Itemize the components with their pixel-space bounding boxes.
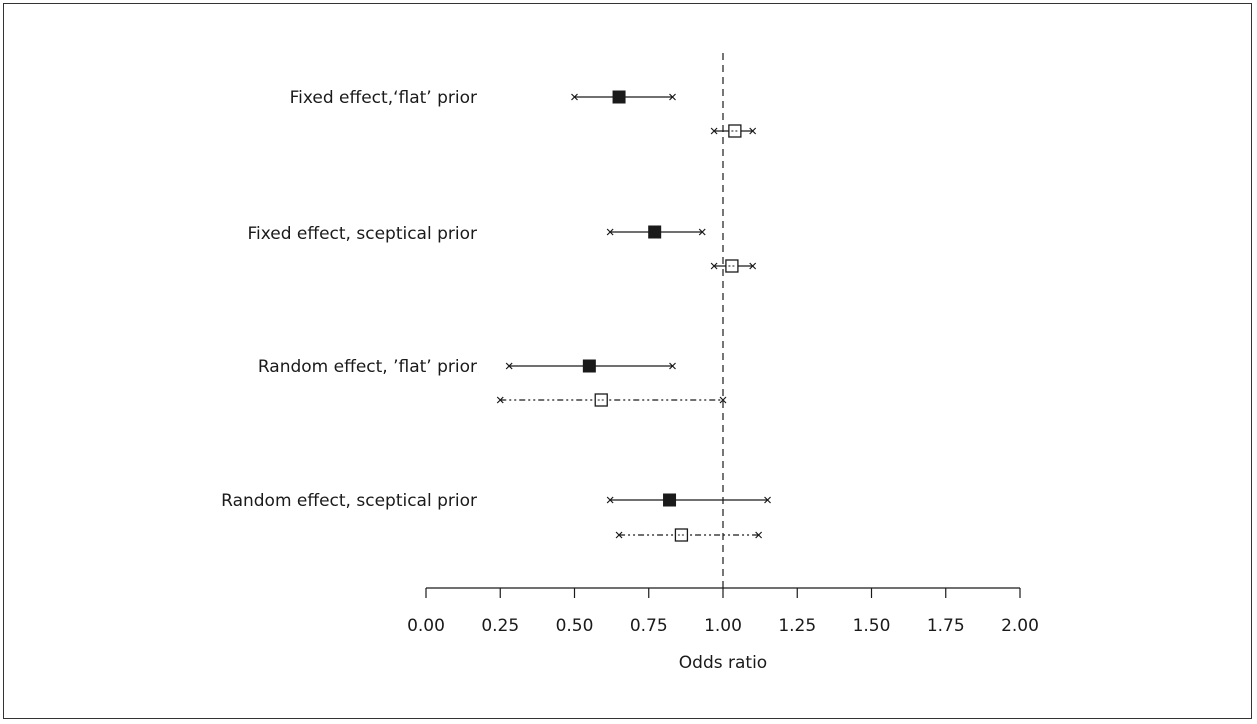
group-label: Random effect, sceptical prior [221, 491, 477, 511]
x-tick-label: 0.00 [407, 616, 445, 636]
group-label: Fixed effect,‘flat’ prior [290, 88, 477, 108]
x-axis-title: Odds ratio [679, 653, 767, 673]
point-estimate-filled [582, 359, 596, 373]
x-tick-label: 1.25 [778, 616, 816, 636]
point-estimate-open [728, 124, 742, 138]
interval-end-cap [710, 127, 718, 135]
point-estimate-filled [648, 225, 662, 239]
x-tick-label: 0.75 [630, 616, 668, 636]
x-tick-label: 1.75 [927, 616, 965, 636]
x-tick-label: 1.50 [853, 616, 891, 636]
interval-end-cap [749, 127, 757, 135]
x-tick-label: 0.50 [556, 616, 594, 636]
interval-end-cap [755, 531, 763, 539]
point-estimate-open [674, 528, 689, 542]
x-tick-label: 0.25 [481, 616, 519, 636]
group-label: Fixed effect, sceptical prior [247, 224, 477, 244]
interval-end-cap [669, 362, 676, 370]
interval-end-cap [606, 228, 614, 236]
chart-frame [3, 3, 1252, 719]
interval-end-cap [615, 531, 623, 539]
point-estimate-open [594, 393, 608, 407]
forest-group: Random effect, sceptical prior [221, 491, 771, 542]
point-estimate-open [725, 259, 739, 273]
point-estimate-filled [663, 493, 677, 507]
interval-end-cap [505, 362, 513, 370]
interval-end-cap [710, 262, 718, 270]
interval-end-cap [698, 228, 706, 236]
forest-group: Fixed effect,‘flat’ prior [290, 88, 757, 138]
x-tick-label: 2.00 [1001, 616, 1039, 636]
interval-end-cap [606, 496, 614, 504]
point-estimate-filled [612, 90, 626, 104]
x-tick-label: 1.00 [704, 616, 742, 636]
interval-end-cap [764, 496, 771, 504]
interval-end-cap [749, 262, 757, 270]
group-label: Random effect, ’flat’ prior [258, 357, 477, 377]
forest-group: Fixed effect, sceptical prior [247, 224, 757, 273]
interval-end-cap [719, 396, 727, 404]
interval-end-cap [571, 93, 578, 101]
interval-end-cap [496, 396, 504, 404]
interval-end-cap [669, 93, 676, 101]
forest-group: Random effect, ’flat’ prior [258, 357, 727, 407]
